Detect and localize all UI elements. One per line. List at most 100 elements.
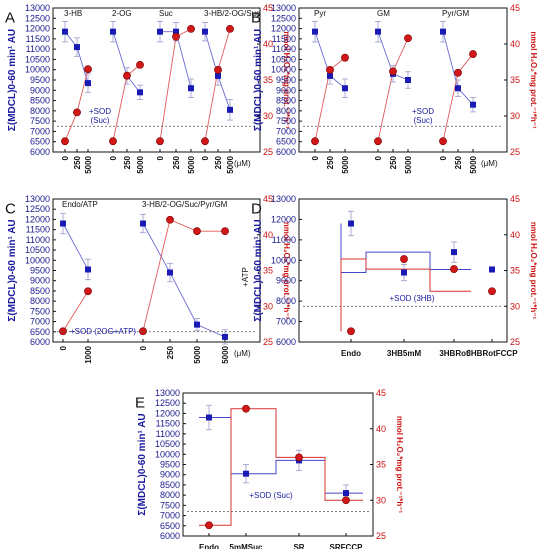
h2o2-marker	[59, 327, 67, 336]
atp-side-label: +ATP	[241, 267, 250, 287]
h2o2-marker	[450, 265, 458, 273]
group-label: 2-OG	[112, 9, 132, 18]
left-tick-label: 11500	[26, 225, 50, 235]
x-tick-label: 0	[61, 155, 70, 160]
left-tick-label: 12500	[25, 13, 50, 23]
left-tick-label: 7500	[30, 306, 50, 316]
mdcl-marker	[85, 266, 91, 273]
mdcl-marker	[110, 28, 116, 35]
x-category-label: Endo	[199, 543, 219, 549]
left-tick-label: 13000	[271, 194, 296, 204]
mdcl-marker	[206, 414, 212, 421]
left-tick-label: 8500	[276, 96, 296, 106]
mdcl-marker	[348, 220, 354, 227]
mdcl-marker	[375, 28, 381, 35]
mdcl-marker	[202, 28, 208, 35]
h2o2-marker	[156, 137, 164, 146]
left-tick-label: 7500	[160, 500, 180, 510]
left-tick-label: 10500	[25, 54, 50, 64]
mdcl-marker	[470, 101, 476, 108]
x-tick-label: 5000	[136, 155, 145, 173]
right-tick-label: 40	[376, 424, 386, 434]
left-tick-label: 6000	[276, 337, 296, 347]
right-tick-label: 25	[263, 147, 273, 157]
mdcl-marker	[489, 266, 495, 273]
x-tick-label: 250	[454, 155, 463, 169]
mdcl-marker	[173, 28, 179, 35]
mdcl-marker	[455, 85, 461, 92]
x-tick-label: 250	[166, 345, 175, 359]
mdcl-marker	[188, 85, 194, 92]
mdcl-series-line	[62, 223, 89, 270]
right-tick-label: 30	[376, 495, 386, 505]
panel-letter: C	[5, 200, 16, 217]
left-axis-label: Σ(MDCL)0-60 min¹ AU	[253, 219, 264, 321]
left-tick-label: 6500	[30, 327, 50, 337]
mdcl-marker	[451, 249, 457, 256]
right-tick-label: 40	[263, 39, 273, 49]
h2o2-marker	[242, 404, 250, 413]
group-label: GM	[377, 9, 390, 18]
unit-label: (μM)	[234, 349, 251, 358]
left-tick-label: 8000	[276, 296, 296, 306]
right-tick-label: 35	[263, 266, 273, 276]
sod-label: (Suc)	[413, 116, 432, 125]
left-tick-label: 9500	[30, 266, 50, 276]
left-tick-label: 12000	[271, 24, 296, 34]
h2o2-marker	[166, 215, 174, 224]
left-tick-label: 7000	[276, 317, 296, 327]
mdcl-marker	[227, 106, 233, 113]
sod-label: +SOD (Suc)	[249, 491, 293, 500]
left-tick-label: 13000	[25, 194, 50, 204]
right-tick-label: 45	[263, 194, 273, 204]
h2o2-marker	[404, 34, 412, 43]
mdcl-marker	[215, 72, 221, 79]
right-tick-label: 35	[510, 75, 520, 85]
x-tick-label: 0	[139, 345, 148, 350]
left-tick-label: 10000	[25, 255, 50, 265]
right-tick-label: 45	[376, 388, 386, 398]
x-category-label: 3HBRot	[439, 349, 469, 358]
h2o2-marker	[454, 68, 462, 77]
h2o2-marker	[123, 71, 131, 80]
left-tick-label: 6000	[160, 531, 180, 541]
x-tick-label: 250	[326, 155, 335, 169]
right-tick-label: 30	[510, 111, 520, 121]
left-tick-label: 10000	[25, 65, 50, 75]
sod-label: +SOD (3HB)	[389, 294, 434, 303]
right-tick-label: 30	[263, 301, 273, 311]
left-tick-label: 12000	[25, 214, 50, 224]
x-tick-label: 0	[109, 155, 118, 160]
x-category-label: SRFCCP	[330, 543, 364, 549]
panel-b: 6000650070007500800085009000950010000105…	[251, 3, 538, 174]
left-tick-label: 10500	[271, 54, 296, 64]
sod-label: +SOD (2OG+ATP)	[70, 327, 136, 336]
h2o2-marker	[84, 287, 92, 296]
h2o2-marker	[73, 108, 81, 117]
h2o2-marker	[341, 53, 349, 62]
left-tick-label: 8000	[160, 490, 180, 500]
h2o2-marker	[389, 67, 397, 76]
mdcl-marker	[343, 490, 349, 497]
left-tick-label: 11000	[26, 235, 50, 245]
x-tick-label: 1000	[84, 345, 93, 363]
left-tick-label: 12000	[271, 214, 296, 224]
right-tick-label: 40	[510, 39, 520, 49]
mdcl-series-line	[142, 223, 226, 338]
x-tick-label: 0	[439, 155, 448, 160]
x-tick-label: 5000	[84, 155, 93, 173]
left-tick-label: 12500	[155, 398, 180, 408]
h2o2-marker	[347, 327, 355, 336]
h2o2-marker	[295, 453, 303, 462]
h2o2-marker	[84, 65, 92, 74]
left-tick-label: 9000	[276, 85, 296, 95]
left-tick-label: 6500	[276, 137, 296, 147]
left-tick-label: 13000	[155, 388, 180, 398]
unit-label: (μM)	[234, 159, 251, 168]
right-tick-label: 40	[263, 230, 273, 240]
left-axis-label: Σ(MDCL)0-60 min¹ AU	[137, 413, 148, 515]
h2o2-marker	[342, 496, 350, 505]
mdcl-marker	[167, 269, 173, 276]
panel-letter: B	[251, 9, 261, 26]
h2o2-marker	[311, 137, 319, 146]
